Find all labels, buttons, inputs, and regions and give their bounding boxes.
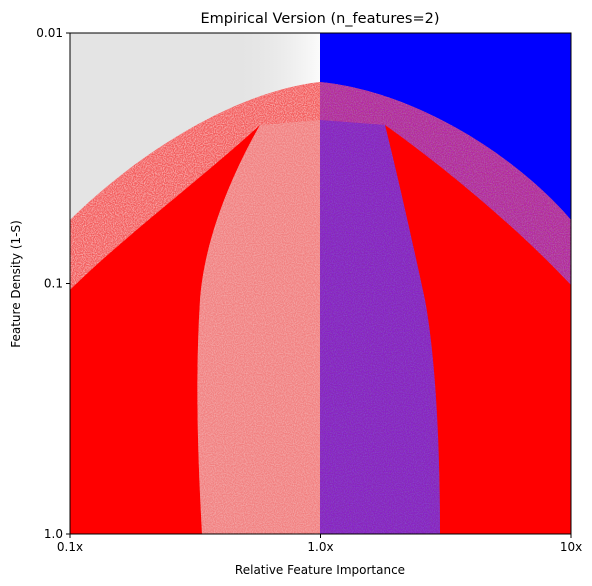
x-axis-label: Relative Feature Importance (235, 563, 405, 577)
y-axis: 0.01 0.1 1.0 (36, 26, 70, 541)
chart-title: Empirical Version (n_features=2) (201, 11, 440, 27)
y-tick-label: 1.0 (44, 527, 63, 541)
plot-area (70, 33, 571, 534)
y-tick-label: 0.01 (36, 26, 63, 40)
y-tick-label: 0.1 (44, 277, 63, 291)
x-axis: 0.1x 1.0x 10x (57, 534, 582, 554)
x-tick-label: 1.0x (307, 540, 333, 554)
region-light-band (197, 120, 320, 534)
region-red-left (70, 125, 260, 534)
region-red-right (385, 125, 571, 534)
y-axis-label: Feature Density (1-S) (9, 220, 23, 348)
x-tick-label: 0.1x (57, 540, 83, 554)
region-blue-band (320, 120, 440, 534)
x-tick-label: 10x (560, 540, 582, 554)
